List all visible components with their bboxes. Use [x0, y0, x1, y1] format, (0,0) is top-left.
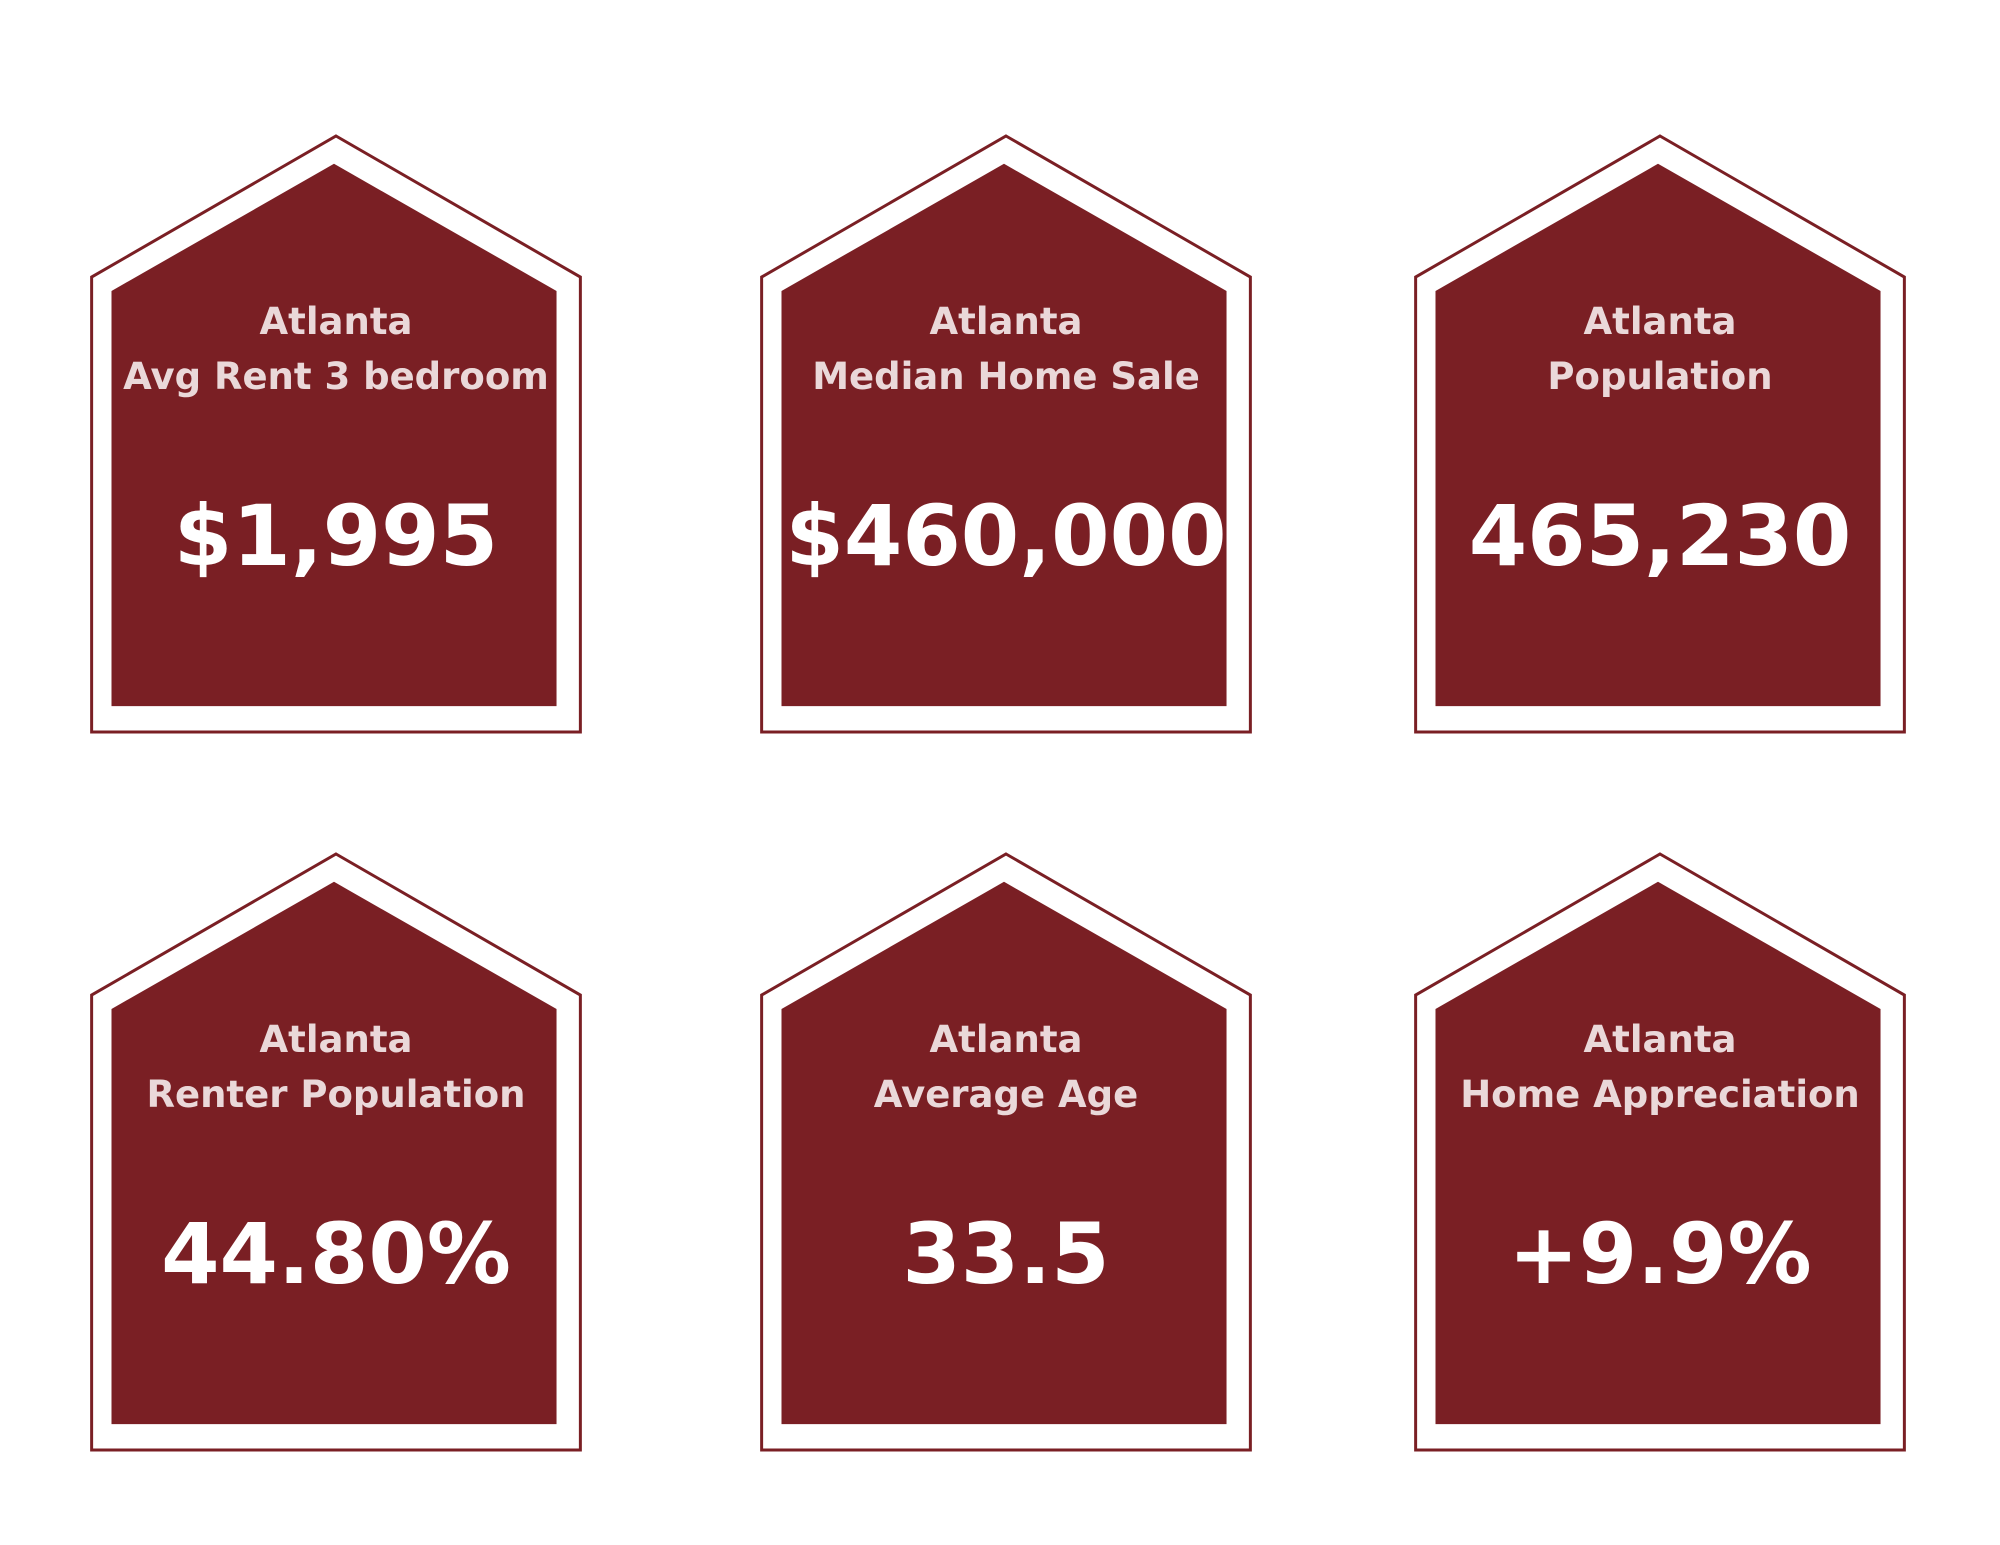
house-shape-icon — [90, 852, 582, 1452]
stat-card-avg-rent: Atlanta Avg Rent 3 bedroom $1,995 — [88, 134, 584, 734]
stat-card-population: Atlanta Population 465,230 — [1412, 134, 1908, 734]
house-shape-icon — [760, 134, 1252, 734]
card-city: Atlanta — [929, 300, 1083, 343]
house-shape-icon — [1414, 852, 1906, 1452]
card-label: Renter Population — [146, 1073, 526, 1116]
card-label: Home Appreciation — [1460, 1073, 1860, 1116]
house-shape-icon — [760, 852, 1252, 1452]
card-city: Atlanta — [1583, 1018, 1737, 1061]
stat-card-renter-population: Atlanta Renter Population 44.80% — [88, 852, 584, 1452]
card-value: $1,995 — [173, 487, 499, 585]
house-shape-icon — [1414, 134, 1906, 734]
card-value: $460,000 — [785, 487, 1227, 585]
card-value: +9.9% — [1508, 1205, 1812, 1303]
card-city: Atlanta — [259, 1018, 413, 1061]
card-label: Average Age — [873, 1073, 1139, 1116]
card-value: 465,230 — [1468, 487, 1852, 585]
card-value: 33.5 — [902, 1205, 1110, 1303]
card-city: Atlanta — [929, 1018, 1083, 1061]
card-label: Avg Rent 3 bedroom — [123, 355, 549, 398]
card-city: Atlanta — [259, 300, 413, 343]
card-value: 44.80% — [161, 1205, 511, 1303]
card-label: Median Home Sale — [812, 355, 1200, 398]
card-label: Population — [1547, 355, 1773, 398]
house-shape-icon — [90, 134, 582, 734]
stat-card-median-home-sale: Atlanta Median Home Sale $460,000 — [758, 134, 1254, 734]
card-city: Atlanta — [1583, 300, 1737, 343]
stat-card-home-appreciation: Atlanta Home Appreciation +9.9% — [1412, 852, 1908, 1452]
stat-card-average-age: Atlanta Average Age 33.5 — [758, 852, 1254, 1452]
